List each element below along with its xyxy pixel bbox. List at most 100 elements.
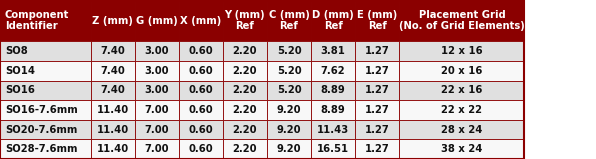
Text: 12 x 16: 12 x 16 [441, 46, 483, 56]
FancyBboxPatch shape [267, 81, 311, 100]
FancyBboxPatch shape [135, 61, 179, 81]
Text: 8.89: 8.89 [321, 105, 346, 115]
Text: 11.40: 11.40 [97, 105, 129, 115]
FancyBboxPatch shape [311, 120, 355, 139]
FancyBboxPatch shape [311, 61, 355, 81]
Text: E (mm)
Ref: E (mm) Ref [357, 10, 398, 31]
Text: 11.40: 11.40 [97, 144, 129, 154]
Text: Placement Grid
(No. of Grid Elements): Placement Grid (No. of Grid Elements) [399, 10, 524, 31]
FancyBboxPatch shape [399, 81, 524, 100]
FancyBboxPatch shape [311, 0, 355, 41]
Text: 3.00: 3.00 [144, 85, 169, 95]
Text: 0.60: 0.60 [188, 105, 213, 115]
Text: 2.20: 2.20 [232, 144, 257, 154]
FancyBboxPatch shape [135, 120, 179, 139]
FancyBboxPatch shape [355, 100, 399, 120]
FancyBboxPatch shape [0, 139, 91, 159]
Text: 8.89: 8.89 [321, 85, 346, 95]
Text: 38 x 24: 38 x 24 [441, 144, 483, 154]
Text: 2.20: 2.20 [232, 105, 257, 115]
Text: SO16-7.6mm: SO16-7.6mm [5, 105, 77, 115]
Text: 1.27: 1.27 [365, 46, 390, 56]
FancyBboxPatch shape [135, 81, 179, 100]
Text: 5.20: 5.20 [277, 85, 302, 95]
Text: 0.60: 0.60 [188, 85, 213, 95]
FancyBboxPatch shape [311, 41, 355, 61]
Text: SO16: SO16 [5, 85, 35, 95]
FancyBboxPatch shape [223, 120, 267, 139]
Text: 5.20: 5.20 [277, 46, 302, 56]
FancyBboxPatch shape [267, 100, 311, 120]
Text: Y (mm)
Ref: Y (mm) Ref [225, 10, 265, 31]
Text: 7.00: 7.00 [144, 125, 169, 135]
Text: 9.20: 9.20 [277, 105, 302, 115]
FancyBboxPatch shape [355, 61, 399, 81]
FancyBboxPatch shape [0, 61, 91, 81]
FancyBboxPatch shape [135, 139, 179, 159]
Text: 20 x 16: 20 x 16 [441, 66, 483, 76]
FancyBboxPatch shape [223, 139, 267, 159]
Text: 7.00: 7.00 [144, 105, 169, 115]
Text: 7.40: 7.40 [100, 46, 125, 56]
Text: 3.00: 3.00 [144, 66, 169, 76]
FancyBboxPatch shape [267, 139, 311, 159]
Text: 7.00: 7.00 [144, 144, 169, 154]
FancyBboxPatch shape [179, 120, 223, 139]
FancyBboxPatch shape [0, 0, 91, 41]
FancyBboxPatch shape [223, 100, 267, 120]
FancyBboxPatch shape [91, 61, 135, 81]
FancyBboxPatch shape [355, 120, 399, 139]
FancyBboxPatch shape [91, 81, 135, 100]
FancyBboxPatch shape [179, 61, 223, 81]
Text: 0.60: 0.60 [188, 66, 213, 76]
FancyBboxPatch shape [223, 61, 267, 81]
Text: 1.27: 1.27 [365, 125, 390, 135]
Text: D (mm)
Ref: D (mm) Ref [312, 10, 354, 31]
FancyBboxPatch shape [355, 81, 399, 100]
Text: 1.27: 1.27 [365, 144, 390, 154]
FancyBboxPatch shape [91, 120, 135, 139]
Text: 9.20: 9.20 [277, 125, 302, 135]
FancyBboxPatch shape [399, 100, 524, 120]
FancyBboxPatch shape [399, 139, 524, 159]
FancyBboxPatch shape [0, 81, 91, 100]
FancyBboxPatch shape [135, 100, 179, 120]
FancyBboxPatch shape [223, 81, 267, 100]
FancyBboxPatch shape [135, 41, 179, 61]
FancyBboxPatch shape [399, 120, 524, 139]
Text: 22 x 22: 22 x 22 [442, 105, 482, 115]
Text: 9.20: 9.20 [277, 144, 302, 154]
FancyBboxPatch shape [355, 0, 399, 41]
Text: 5.20: 5.20 [277, 66, 302, 76]
Text: 0.60: 0.60 [188, 46, 213, 56]
FancyBboxPatch shape [0, 41, 91, 61]
Text: 7.40: 7.40 [100, 85, 125, 95]
Text: 2.20: 2.20 [232, 46, 257, 56]
Text: 3.00: 3.00 [144, 46, 169, 56]
Text: C (mm)
Ref: C (mm) Ref [269, 10, 309, 31]
Text: 28 x 24: 28 x 24 [441, 125, 483, 135]
FancyBboxPatch shape [399, 61, 524, 81]
FancyBboxPatch shape [135, 0, 179, 41]
FancyBboxPatch shape [267, 120, 311, 139]
Text: 16.51: 16.51 [317, 144, 349, 154]
FancyBboxPatch shape [91, 0, 135, 41]
FancyBboxPatch shape [223, 41, 267, 61]
FancyBboxPatch shape [179, 0, 223, 41]
Text: X (mm): X (mm) [180, 16, 222, 26]
Text: SO28-7.6mm: SO28-7.6mm [5, 144, 77, 154]
Text: 1.27: 1.27 [365, 66, 390, 76]
Text: 0.60: 0.60 [188, 144, 213, 154]
FancyBboxPatch shape [399, 0, 524, 41]
Text: 1.27: 1.27 [365, 105, 390, 115]
FancyBboxPatch shape [91, 100, 135, 120]
Text: 1.27: 1.27 [365, 85, 390, 95]
FancyBboxPatch shape [311, 100, 355, 120]
Text: SO14: SO14 [5, 66, 35, 76]
Text: G (mm): G (mm) [136, 16, 178, 26]
Text: 2.20: 2.20 [232, 66, 257, 76]
Text: Z (mm): Z (mm) [92, 16, 133, 26]
Text: Component
Identifier: Component Identifier [5, 10, 69, 31]
FancyBboxPatch shape [355, 139, 399, 159]
Text: 2.20: 2.20 [232, 125, 257, 135]
